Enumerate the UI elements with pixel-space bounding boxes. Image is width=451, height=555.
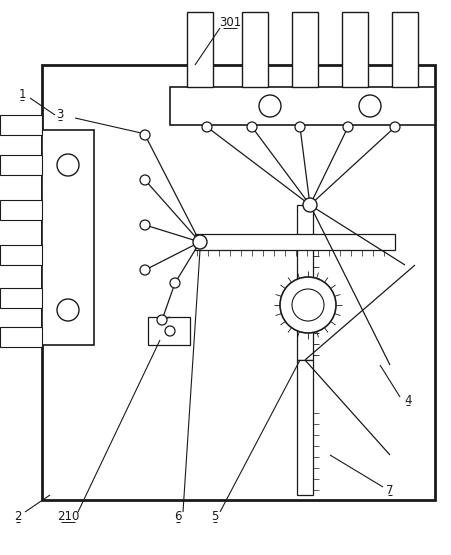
Bar	[296, 205, 312, 360]
Circle shape	[295, 122, 304, 132]
Bar	[0, 245, 42, 265]
Circle shape	[140, 220, 150, 230]
Circle shape	[389, 122, 399, 132]
Text: 5: 5	[211, 511, 218, 523]
Text: 3: 3	[56, 108, 64, 122]
Circle shape	[156, 315, 166, 325]
Bar	[291, 12, 318, 87]
Circle shape	[57, 154, 79, 176]
Circle shape	[246, 122, 257, 132]
Circle shape	[302, 198, 316, 212]
Circle shape	[165, 326, 175, 336]
Bar	[0, 155, 42, 175]
Bar	[391, 12, 417, 87]
Circle shape	[193, 235, 207, 249]
Text: 301: 301	[218, 17, 240, 29]
Bar	[0, 200, 42, 220]
Text: 2: 2	[14, 511, 22, 523]
Text: 1: 1	[18, 88, 26, 102]
Circle shape	[342, 122, 352, 132]
Circle shape	[140, 265, 150, 275]
Circle shape	[258, 95, 281, 117]
Circle shape	[202, 122, 212, 132]
Circle shape	[140, 130, 150, 140]
Bar	[42, 130, 94, 345]
Circle shape	[140, 175, 150, 185]
Circle shape	[57, 299, 79, 321]
Circle shape	[291, 289, 323, 321]
Circle shape	[358, 95, 380, 117]
Text: 210: 210	[57, 511, 79, 523]
Bar	[241, 12, 267, 87]
Bar	[341, 12, 367, 87]
Bar	[42, 65, 434, 500]
Bar	[0, 288, 42, 308]
Bar	[147, 317, 189, 345]
Bar	[170, 87, 434, 125]
Circle shape	[170, 278, 179, 288]
Text: 4: 4	[403, 393, 411, 406]
Bar	[0, 115, 42, 135]
Text: 7: 7	[386, 483, 393, 497]
Text: 6: 6	[174, 511, 181, 523]
Bar	[194, 234, 394, 250]
Bar	[187, 12, 212, 87]
Bar	[0, 327, 42, 347]
Circle shape	[279, 277, 335, 333]
Bar	[296, 360, 312, 495]
